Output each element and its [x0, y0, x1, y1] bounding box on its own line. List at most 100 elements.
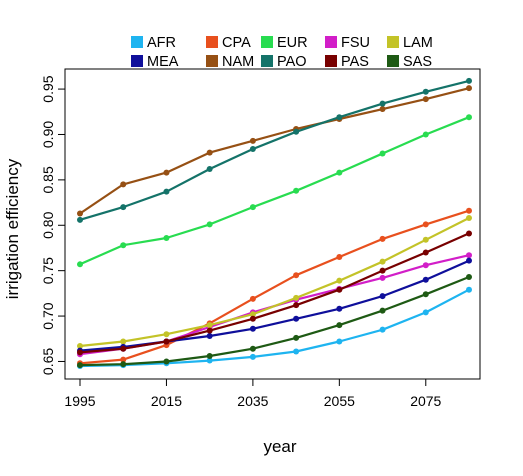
legend-item: EUR [261, 35, 308, 51]
data-point [379, 258, 386, 265]
data-point [422, 309, 429, 316]
series-pao [77, 77, 472, 223]
data-point [422, 262, 429, 269]
data-point [422, 221, 429, 228]
y-tick-label: 0.70 [40, 302, 56, 329]
data-point [336, 286, 343, 293]
legend-label: SAS [403, 54, 432, 70]
legend-item: PAS [325, 54, 369, 70]
x-tick-label: 2075 [410, 393, 441, 409]
legend-swatch [325, 55, 337, 67]
data-point [163, 358, 170, 365]
data-point [379, 100, 386, 107]
data-point [293, 272, 300, 279]
data-point [336, 338, 343, 345]
legend-swatch [206, 55, 218, 67]
data-point [379, 235, 386, 242]
legend-label: NAM [222, 54, 254, 70]
data-point [206, 221, 213, 228]
data-point [422, 236, 429, 243]
data-point [336, 254, 343, 261]
y-axis-title: irrigation efficiency [3, 158, 22, 299]
legend-item: NAM [206, 54, 254, 70]
data-point [466, 286, 472, 293]
y-tick-label: 0.75 [40, 257, 56, 284]
data-point [249, 295, 256, 302]
data-point [336, 305, 343, 312]
series-pas [77, 230, 472, 356]
legend-swatch [261, 55, 273, 67]
series-lam [77, 215, 472, 350]
legend-swatch [325, 36, 337, 48]
data-point [336, 277, 343, 284]
data-point [206, 327, 213, 334]
data-point [466, 207, 472, 214]
legend-swatch [131, 55, 143, 67]
data-point [379, 307, 386, 314]
data-point [422, 88, 429, 95]
data-point [249, 311, 256, 318]
data-point [466, 114, 472, 121]
legend-label: CPA [222, 35, 251, 51]
series-layer [77, 77, 472, 369]
data-point [466, 257, 472, 264]
y-axis: 0.65 0.70 0.75 0.80 0.85 0.90 0.95 [40, 75, 66, 375]
data-point [466, 85, 472, 92]
data-point [77, 343, 83, 350]
x-axis-title: year [263, 437, 296, 456]
legend-swatch [261, 36, 273, 48]
series-line [79, 87, 470, 215]
data-point [163, 188, 170, 195]
legend-label: EUR [277, 35, 308, 51]
data-point [466, 215, 472, 222]
y-tick-label: 0.95 [40, 75, 56, 102]
legend-item: LAM [387, 35, 433, 51]
data-point [163, 331, 170, 338]
data-point [249, 353, 256, 360]
data-point [336, 114, 343, 121]
legend-label: AFR [147, 35, 176, 51]
data-point [163, 338, 170, 345]
data-point [379, 106, 386, 113]
data-point [422, 96, 429, 103]
legend-swatch [131, 36, 143, 48]
data-point [466, 274, 472, 281]
data-point [206, 149, 213, 156]
data-point [336, 169, 343, 176]
x-axis: 1995 2015 2035 2055 2075 [64, 378, 442, 409]
data-point [249, 325, 256, 332]
data-point [120, 338, 127, 345]
data-point [77, 216, 83, 223]
data-point [336, 322, 343, 329]
data-point [206, 357, 213, 364]
data-point [120, 356, 127, 363]
data-point [466, 77, 472, 84]
legend-swatch [387, 55, 399, 67]
data-point [77, 210, 83, 217]
data-point [379, 267, 386, 274]
data-point [422, 131, 429, 138]
data-point [77, 261, 83, 268]
data-point [466, 252, 472, 259]
data-point [163, 169, 170, 176]
legend-label: FSU [341, 35, 370, 51]
legend-label: LAM [403, 35, 433, 51]
y-tick-label: 0.65 [40, 348, 56, 375]
y-tick-label: 0.90 [40, 121, 56, 148]
series-line [79, 116, 470, 266]
data-point [163, 234, 170, 241]
series-line [79, 275, 470, 367]
data-point [249, 137, 256, 144]
data-point [422, 276, 429, 283]
data-point [249, 315, 256, 322]
series-fsu [77, 252, 472, 358]
data-point [293, 302, 300, 309]
series-nam [77, 85, 472, 217]
legend-swatch [206, 36, 218, 48]
legend-label: PAS [341, 54, 369, 70]
legend-item: MEA [131, 54, 179, 70]
x-tick-label: 1995 [64, 393, 95, 409]
plot-frame [64, 68, 481, 380]
data-point [379, 326, 386, 333]
